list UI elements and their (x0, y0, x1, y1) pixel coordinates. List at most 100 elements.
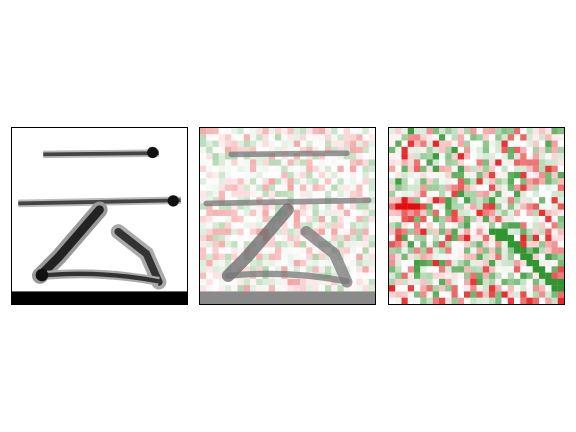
heatmap-cell (526, 228, 533, 235)
heatmap-cell (407, 128, 415, 135)
heatmap-cell (501, 291, 508, 298)
heatmap-cell (445, 197, 452, 204)
heatmap-cell (293, 266, 301, 273)
heatmap-cell (356, 272, 363, 279)
heatmap-cell (200, 140, 207, 147)
heatmap-cell (407, 153, 415, 160)
heatmap-cell (420, 241, 427, 248)
heatmap-cell (470, 203, 477, 210)
heatmap-cell (231, 190, 238, 198)
heatmap-cell (306, 146, 313, 154)
heatmap-cell (557, 165, 564, 173)
heatmap-cell (557, 134, 564, 141)
heatmap-cell (445, 272, 452, 279)
heatmap-cell (520, 285, 527, 292)
heatmap-cell (368, 165, 375, 173)
heatmap-cell (389, 140, 396, 147)
heatmap-cell (501, 241, 508, 248)
heatmap-cell (464, 153, 471, 160)
heatmap-cell (218, 278, 226, 286)
heatmap-cell (551, 228, 558, 235)
heatmap-cell (200, 134, 207, 141)
heatmap-cell (389, 253, 396, 261)
heatmap-cell (243, 216, 251, 223)
heatmap-cell (514, 128, 521, 135)
heatmap-cell (256, 203, 263, 210)
heatmap-cell (445, 253, 452, 261)
heatmap-cell (287, 260, 294, 267)
heatmap-cell (206, 190, 213, 198)
heatmap-cell (389, 285, 396, 292)
heatmap-cell (414, 291, 421, 298)
heatmap-cell (281, 178, 288, 185)
heatmap-cell (337, 228, 344, 235)
heatmap-cell (470, 234, 477, 242)
heatmap-cell (275, 278, 282, 286)
heatmap-cell (501, 203, 508, 210)
heatmap-cell (482, 272, 490, 279)
heatmap-cell (451, 272, 458, 279)
heatmap-cell (464, 247, 471, 254)
heatmap-cell (545, 247, 552, 254)
heatmap-cell (331, 178, 338, 185)
heatmap-cell (514, 266, 521, 273)
heatmap-cell (312, 146, 319, 154)
heatmap-cell (281, 172, 288, 179)
heatmap-cell (350, 146, 357, 154)
heatmap-cell (231, 241, 238, 248)
heatmap-cell (495, 165, 502, 173)
heatmap-cell (268, 260, 276, 267)
heatmap-cell (457, 278, 465, 286)
heatmap-cell (275, 178, 282, 185)
heatmap-cell (445, 178, 452, 185)
heatmap-cell (212, 228, 219, 235)
heatmap-cell (250, 234, 257, 242)
heatmap-cell (237, 285, 244, 292)
heatmap-cell (520, 184, 527, 191)
heatmap-cell (401, 216, 408, 223)
heatmap-cell (545, 140, 552, 147)
heatmap-cell (268, 128, 276, 135)
heatmap-cell (520, 253, 527, 261)
heatmap-cell (368, 190, 375, 198)
heatmap-cell (520, 165, 527, 173)
heatmap-cell (407, 209, 415, 217)
heatmap-cell (464, 253, 471, 261)
heatmap-cell (420, 234, 427, 242)
heatmap-cell (356, 128, 363, 135)
heatmap-cell (325, 222, 332, 229)
heatmap-cell (200, 222, 207, 229)
heatmap-cell (464, 222, 471, 229)
heatmap-cell (526, 172, 533, 179)
heatmap-cell (451, 165, 458, 173)
heatmap-cell (476, 272, 483, 279)
heatmap-cell (206, 146, 213, 154)
heatmap-cell (225, 260, 232, 267)
heatmap-cell (532, 253, 540, 261)
heatmap-cell (362, 272, 369, 279)
heatmap-cell (200, 184, 207, 191)
heatmap-cell (426, 159, 433, 166)
heatmap-cell (237, 234, 244, 242)
heatmap-cell (526, 128, 533, 135)
heatmap-cell (325, 203, 332, 210)
heatmap-cell (420, 285, 427, 292)
heatmap-cell (325, 159, 332, 166)
heatmap-cell (243, 222, 251, 229)
heatmap-cell (414, 134, 421, 141)
heatmap-cell (551, 253, 558, 261)
heatmap-cell (470, 247, 477, 254)
heatmap-cell (501, 153, 508, 160)
heatmap-cell (306, 209, 313, 217)
heatmap-cell (476, 178, 483, 185)
heatmap-cell (414, 197, 421, 204)
heatmap-cell (281, 260, 288, 267)
heatmap-cell (275, 172, 282, 179)
heatmap-cell (356, 285, 363, 292)
heatmap-cell (268, 165, 276, 173)
heatmap-cell (451, 228, 458, 235)
heatmap-cell (200, 172, 207, 179)
heatmap-cell (507, 272, 515, 279)
heatmap-cell (495, 140, 502, 147)
